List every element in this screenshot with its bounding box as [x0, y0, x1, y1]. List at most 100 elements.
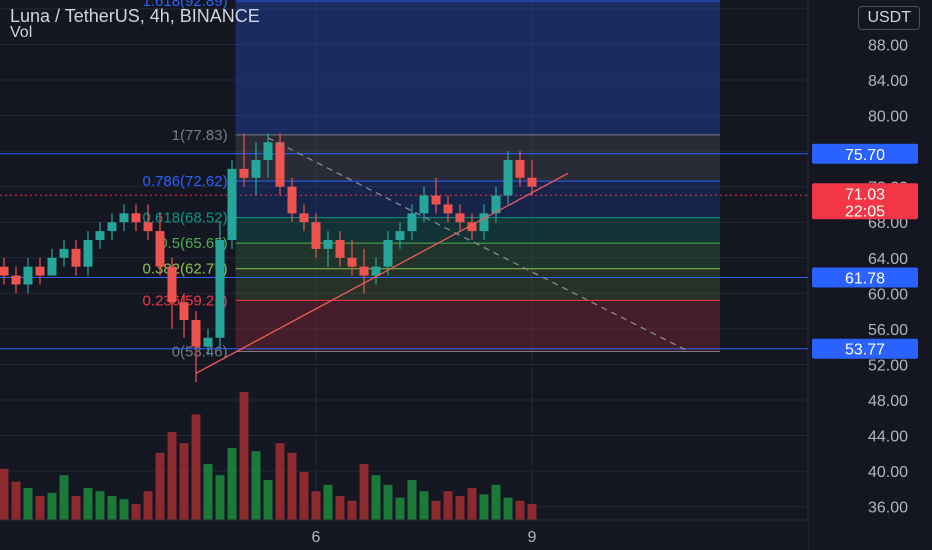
- candle-body: [347, 257, 357, 267]
- candle: [299, 204, 309, 232]
- volume-bar: [419, 491, 429, 520]
- candle: [143, 204, 153, 240]
- fib-zone: [235, 134, 720, 182]
- candle-body: [71, 248, 81, 267]
- candle: [251, 142, 261, 196]
- volume-bar: [263, 480, 273, 520]
- volume-bar: [347, 500, 357, 520]
- volume-bar: [323, 484, 333, 520]
- candle-body: [467, 222, 477, 232]
- candle: [203, 328, 213, 356]
- volume-bar: [239, 392, 249, 520]
- candle-body: [23, 266, 33, 285]
- candle-body: [179, 302, 189, 320]
- candle-body: [131, 213, 141, 223]
- volume-bar: [47, 492, 57, 520]
- volume-bar: [167, 432, 177, 520]
- candle: [323, 231, 333, 267]
- volume-bar: [143, 491, 153, 520]
- volume-bar: [131, 504, 141, 520]
- volume-bar: [11, 481, 21, 520]
- candle-body: [515, 160, 525, 178]
- volume-bar: [515, 500, 525, 520]
- price-axis-tick-label: 68.00: [868, 215, 908, 232]
- candle-body: [167, 266, 177, 303]
- price-tag-text: 61.78: [845, 271, 885, 288]
- candle: [155, 213, 165, 276]
- candle: [359, 248, 369, 294]
- currency-selector[interactable]: USDT: [858, 6, 920, 30]
- volume-label: Vol: [10, 24, 33, 41]
- last-price-tag-text: 22:05: [845, 203, 885, 220]
- price-axis-tick-label: 60.00: [868, 286, 908, 303]
- candle-body: [263, 142, 273, 160]
- candle-body: [371, 266, 381, 276]
- candle-body: [47, 257, 57, 276]
- candle-body: [203, 337, 213, 347]
- candle: [71, 240, 81, 276]
- candle-body: [407, 213, 417, 232]
- chart-title: Luna / TetherUS, 4h, BINANCE: [10, 6, 260, 26]
- candle-body: [11, 275, 21, 285]
- candle: [287, 177, 297, 223]
- volume-bar: [311, 491, 321, 520]
- candle-body: [143, 222, 153, 232]
- price-tag: 53.77: [812, 338, 918, 359]
- candle-body: [323, 240, 333, 249]
- candle: [131, 204, 141, 232]
- volume-bar: [0, 468, 9, 520]
- candle: [371, 257, 381, 285]
- volume-bar: [107, 496, 117, 520]
- volume-bar: [503, 497, 513, 520]
- volume-bar: [479, 494, 489, 520]
- fib-level-label: 0.786(72.62): [143, 173, 228, 190]
- candle-body: [83, 240, 93, 267]
- volume-bar: [215, 475, 225, 520]
- candle-body: [251, 160, 261, 178]
- candle-body: [431, 195, 441, 205]
- candle-body: [107, 222, 117, 232]
- candle-body: [335, 240, 345, 258]
- dashed-trendline: [267, 137, 689, 352]
- volume-bar: [431, 500, 441, 520]
- fib-level-label: 0(53.46): [172, 343, 228, 360]
- candle: [35, 257, 45, 285]
- time-axis-panel: [0, 520, 808, 550]
- volume-bar: [95, 491, 105, 520]
- candle: [107, 213, 117, 240]
- candle-body: [443, 204, 453, 214]
- volume-bar: [155, 452, 165, 520]
- price-axis-tick-label: 36.00: [868, 500, 908, 517]
- candle: [455, 204, 465, 232]
- volume-bar: [383, 484, 393, 520]
- candle: [431, 177, 441, 214]
- time-axis-tick-label: 9: [528, 529, 537, 546]
- volume-bar: [491, 484, 501, 520]
- candle: [227, 160, 237, 249]
- volume-bar: [71, 496, 81, 520]
- fib-zone: [235, 268, 720, 301]
- candle: [95, 222, 105, 249]
- volume-bar: [275, 443, 285, 520]
- volume-bar: [23, 488, 33, 520]
- candle-body: [287, 186, 297, 214]
- candle-body: [383, 240, 393, 267]
- candle: [503, 151, 513, 205]
- price-axis-tick-label: 80.00: [868, 109, 908, 126]
- fib-level-label: 1(77.83): [172, 127, 228, 144]
- candle-body: [479, 213, 489, 232]
- candle: [347, 240, 357, 276]
- candle-body: [239, 168, 249, 178]
- candle-body: [275, 142, 285, 187]
- fib-level-label: 0.382(62.77): [143, 261, 228, 278]
- candle: [395, 222, 405, 249]
- volume-bar: [227, 448, 237, 520]
- candle: [47, 248, 57, 276]
- price-axis-tick-label: 48.00: [868, 393, 908, 410]
- candle: [263, 133, 273, 178]
- candle: [215, 222, 225, 347]
- fib-zone: [235, 181, 720, 218]
